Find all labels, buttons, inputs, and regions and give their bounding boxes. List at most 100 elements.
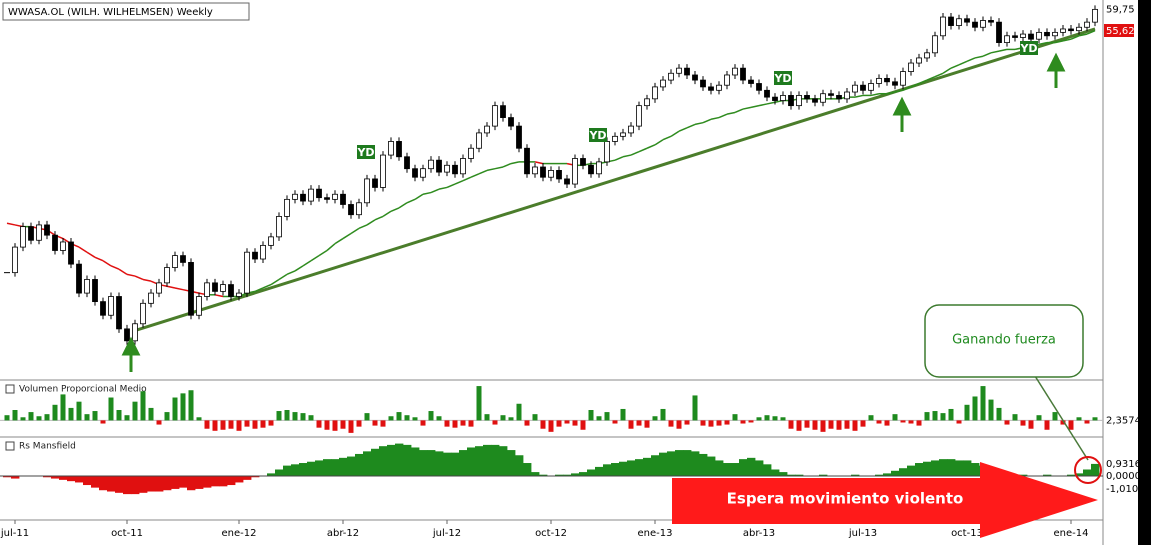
x-tick-label: abr-13 bbox=[743, 528, 775, 539]
candle bbox=[140, 302, 146, 325]
area-slice bbox=[371, 448, 380, 476]
signal-label: YD bbox=[356, 146, 374, 159]
ma-segment bbox=[966, 57, 976, 63]
bar bbox=[732, 414, 738, 421]
candle bbox=[1052, 31, 1058, 37]
bar bbox=[116, 410, 122, 421]
bar bbox=[228, 420, 234, 429]
area-slice bbox=[939, 459, 948, 476]
up-arrow bbox=[892, 96, 912, 132]
ma-segment bbox=[1086, 29, 1096, 35]
candle bbox=[964, 18, 970, 23]
candle bbox=[844, 91, 850, 100]
ma-segment bbox=[422, 191, 432, 195]
panel-icon bbox=[5, 384, 15, 394]
ma-segment bbox=[854, 94, 864, 98]
ma-segment bbox=[430, 188, 440, 194]
candle bbox=[52, 234, 58, 251]
bar bbox=[692, 395, 698, 421]
area-slice bbox=[675, 450, 684, 476]
x-tick-label: jul-13 bbox=[848, 528, 877, 539]
banner-text: Espera movimiento violento bbox=[727, 490, 964, 508]
ma-label: 55,62 bbox=[1106, 26, 1135, 37]
bar bbox=[940, 413, 946, 421]
bar bbox=[812, 420, 818, 430]
candle bbox=[380, 154, 386, 188]
candle bbox=[940, 16, 946, 37]
area-slice bbox=[363, 451, 372, 476]
area-slice bbox=[187, 475, 196, 491]
candle bbox=[916, 57, 922, 64]
panel-title: Rs Mansfield bbox=[19, 442, 76, 452]
x-tick-label: abr-12 bbox=[327, 528, 359, 539]
ma-segment bbox=[894, 89, 904, 93]
signal-label: YD bbox=[588, 129, 606, 142]
bar bbox=[820, 420, 826, 432]
ma-segment bbox=[86, 251, 96, 258]
x-tick-label: oct-11 bbox=[111, 528, 143, 539]
bar bbox=[500, 415, 506, 421]
area-slice bbox=[355, 453, 364, 476]
candle bbox=[900, 71, 906, 86]
bar bbox=[180, 393, 186, 421]
ma-segment bbox=[662, 135, 672, 141]
y-tick-label: -1,0103 bbox=[1106, 484, 1145, 495]
candle bbox=[124, 328, 130, 342]
candle bbox=[356, 202, 362, 216]
candle bbox=[652, 86, 658, 100]
ma-segment bbox=[678, 127, 688, 132]
area-slice bbox=[491, 444, 500, 476]
bar bbox=[340, 420, 346, 429]
bar bbox=[252, 420, 258, 429]
candle bbox=[244, 251, 250, 294]
candle bbox=[708, 86, 714, 91]
bar bbox=[788, 420, 794, 429]
candle bbox=[292, 193, 298, 200]
bar bbox=[380, 420, 386, 427]
bar bbox=[876, 420, 882, 424]
area-slice bbox=[1019, 474, 1028, 476]
bar bbox=[324, 420, 330, 430]
area-slice bbox=[555, 474, 564, 476]
area-slice bbox=[123, 475, 132, 495]
plot: YD YD YD YD 59,75 55,62 jul-11 oct-11 ene-12 abr-… bbox=[0, 4, 1145, 539]
area-slice bbox=[539, 474, 548, 476]
ma-segment bbox=[118, 268, 128, 275]
bar bbox=[772, 416, 778, 421]
candle bbox=[388, 141, 394, 156]
candle bbox=[876, 77, 882, 84]
candle bbox=[836, 95, 842, 100]
candle bbox=[340, 193, 346, 205]
bar bbox=[828, 420, 834, 429]
area-slice bbox=[715, 460, 724, 476]
candle bbox=[468, 147, 474, 159]
candle bbox=[668, 72, 674, 81]
area-slice bbox=[395, 443, 404, 476]
candle bbox=[228, 284, 234, 297]
ma-segment bbox=[110, 265, 120, 270]
bar bbox=[764, 415, 770, 421]
ma-segment bbox=[382, 210, 392, 218]
area-slice bbox=[635, 459, 644, 476]
candle bbox=[92, 279, 98, 303]
bar bbox=[364, 413, 370, 421]
candle bbox=[980, 20, 986, 28]
bar bbox=[916, 420, 922, 426]
ma-segment bbox=[414, 193, 424, 201]
ma-segment bbox=[494, 166, 504, 170]
candle bbox=[60, 241, 66, 251]
ma-segment bbox=[718, 113, 728, 119]
area-slice bbox=[563, 474, 572, 476]
candle bbox=[300, 193, 306, 202]
bar bbox=[780, 417, 786, 421]
area-slice bbox=[723, 463, 732, 476]
candle bbox=[108, 296, 114, 316]
candle bbox=[788, 95, 794, 107]
bar bbox=[620, 408, 626, 421]
area-slice bbox=[131, 475, 140, 495]
bar bbox=[964, 404, 970, 421]
ma-segment bbox=[614, 156, 624, 161]
candle bbox=[884, 77, 890, 83]
area-slice bbox=[347, 456, 356, 476]
candle bbox=[444, 164, 450, 173]
